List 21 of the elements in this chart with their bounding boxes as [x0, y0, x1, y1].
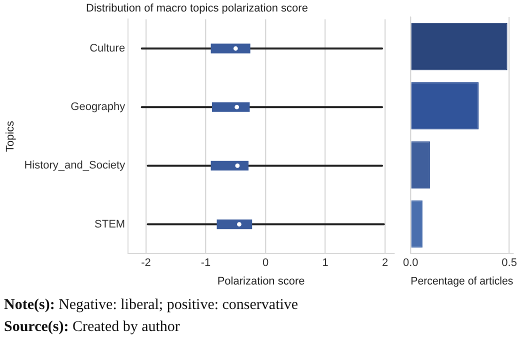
x-axis-title: Percentage of articles — [410, 275, 514, 288]
y-tick-label: History_and_Society — [24, 160, 126, 172]
y-tick-label: Culture — [90, 42, 126, 55]
x-tick-label: 0 — [262, 257, 269, 270]
bar — [411, 82, 479, 130]
y-tick-label: STEM — [94, 218, 126, 230]
x-tick-label: 0.5 — [502, 257, 517, 270]
x-axis-title: Polarization score — [217, 275, 305, 288]
y-axis-title: Topics — [4, 120, 17, 152]
x-tick-label: 2 — [382, 257, 388, 270]
bar — [411, 200, 422, 248]
y-tick-label: Geography — [70, 101, 126, 114]
x-tick-label: 1 — [322, 257, 328, 270]
text: Note(s): Negative: liberal; positive: conservative — [4, 296, 298, 315]
source-note: Source(s): Created by author — [4, 318, 181, 337]
chart-title: Distribution of macro topics polarization score — [86, 2, 308, 15]
x-tick-label: 0.0 — [402, 257, 418, 270]
x-tick-label: -2 — [141, 257, 151, 270]
bar — [411, 22, 508, 70]
bar — [411, 141, 430, 189]
x-tick-label: -1 — [200, 257, 211, 270]
